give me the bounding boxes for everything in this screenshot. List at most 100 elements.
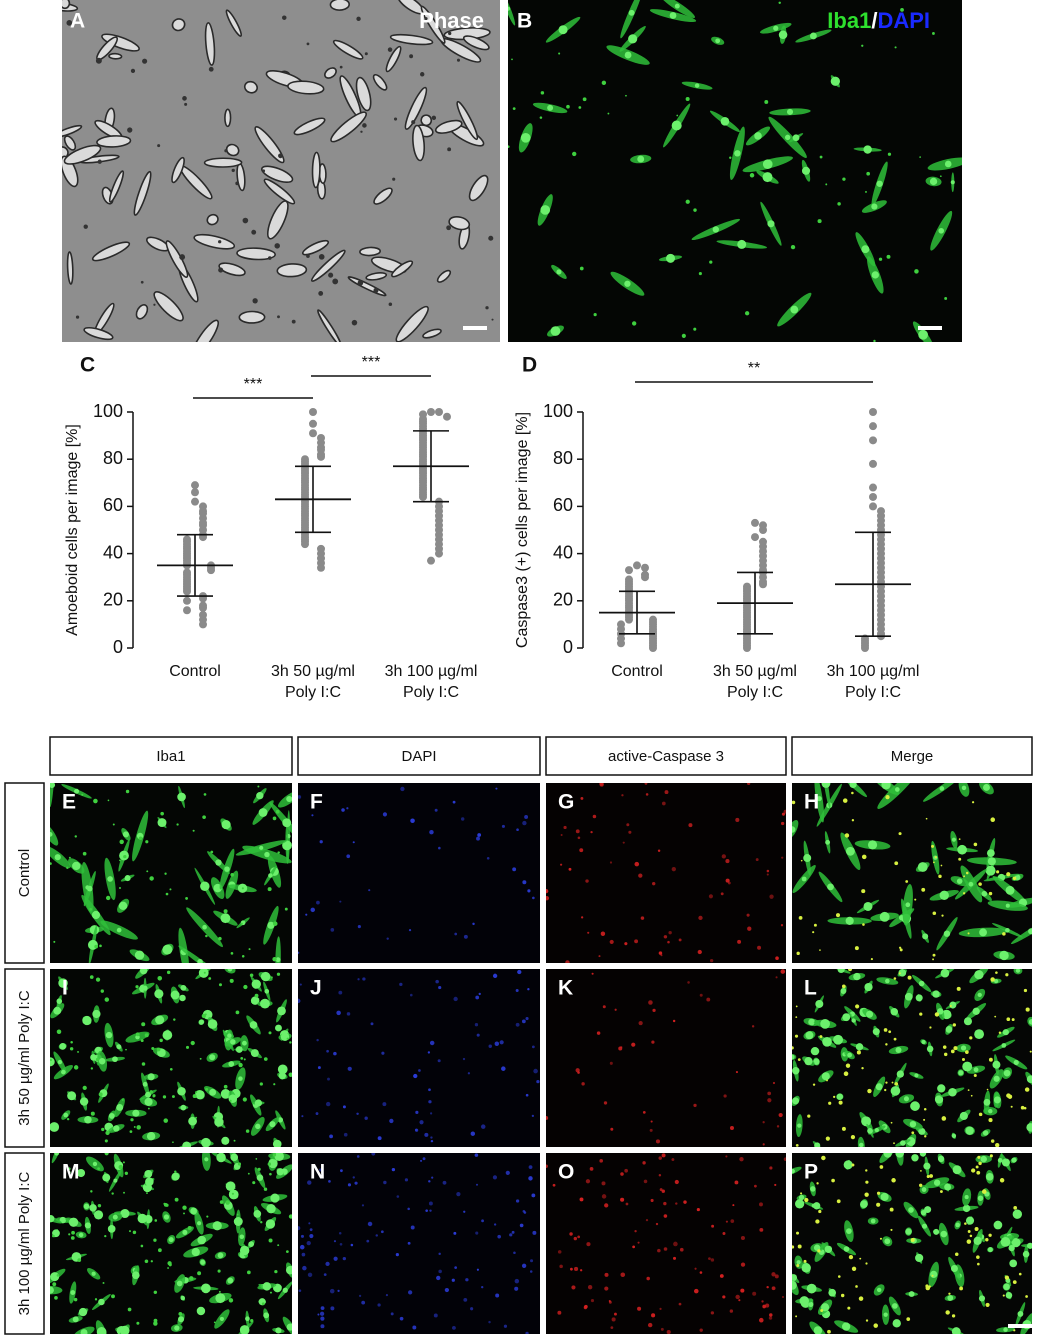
nucleus [381,1051,385,1055]
nucleus [438,985,442,990]
debris [820,1309,824,1312]
nucleus [642,1161,646,1165]
debris [158,1248,162,1253]
debris [53,940,56,943]
nucleus [415,1110,419,1114]
cell-body [217,1252,224,1259]
debris [512,107,516,111]
cell-body [98,1058,106,1065]
cell-body [846,1228,852,1234]
debris [851,791,854,795]
panel-letter: D [522,354,537,377]
debris [230,872,235,877]
debris [924,1135,927,1138]
cell-body [142,1081,148,1087]
debris [257,785,260,788]
label-part: / [871,8,877,33]
debris [135,1032,140,1037]
cell-body [105,1031,113,1039]
debris [201,1013,206,1019]
cell-body [1001,1043,1007,1048]
cell-body [786,108,794,115]
cell-body [950,1265,958,1272]
cell-body [939,890,949,900]
cell-body [258,808,268,817]
nucleus [522,880,527,885]
debris [122,1161,125,1164]
cell-body [63,1112,69,1118]
cell-body [815,999,824,1008]
cell-body [282,840,292,851]
cell-body [715,38,721,44]
cell [301,239,330,256]
debris [790,244,796,250]
debris [942,1045,947,1049]
cell-body [1011,1157,1017,1163]
nucleus [673,1241,678,1247]
cell-body [78,1307,88,1317]
micrograph [508,0,962,342]
nucleus [771,1272,776,1277]
nucleus [560,834,563,837]
debris [273,921,278,926]
nucleus [306,1241,311,1246]
cell-body [245,1316,250,1322]
debris [837,202,841,206]
cell-body [1000,1237,1011,1247]
nucleus [590,1299,595,1303]
nucleus [476,1268,479,1271]
cell-body [720,117,730,126]
cell [203,157,243,168]
debris [884,1088,887,1092]
cell-body [836,1093,844,1100]
cell-body [68,1217,79,1227]
nucleus [663,1247,668,1251]
nucleus [429,1040,435,1046]
nucleus [342,1105,346,1109]
debris [900,8,904,12]
cell-body [263,1312,270,1319]
debris [898,832,902,836]
debris [52,1282,57,1287]
nucleus [521,1019,526,1024]
cell-body [879,911,890,922]
cell-body [274,1153,284,1162]
debris [812,1083,816,1086]
debris [845,1063,851,1068]
data-point [191,497,199,506]
nucleus [579,848,584,853]
nucleus [729,1309,734,1313]
nucleus [575,829,580,834]
data-point [427,556,435,565]
debris [929,1174,934,1178]
nucleus [766,869,770,873]
nucleus [430,1139,434,1143]
cell-body [540,205,551,215]
y-tick-label: 80 [553,448,573,468]
debris [160,811,164,816]
nucleus [610,1326,614,1330]
nucleus [307,1180,312,1185]
debris [855,1004,860,1009]
cell-body [79,1097,89,1106]
cell-body [773,25,779,31]
cell-body [895,1153,905,1158]
debris [166,970,171,975]
nucleus [298,1289,302,1293]
nucleus [699,1328,703,1332]
nucleus [310,907,315,913]
cell-body [50,783,56,789]
y-tick-label: 0 [563,637,573,657]
debris [988,891,993,896]
nucleus [298,795,302,799]
nucleus [516,828,519,832]
nucleus [678,938,682,942]
cell-body [239,1245,250,1256]
nucleus [660,954,663,957]
cell [225,143,240,157]
cell-body [874,1127,879,1133]
nucleus [407,1290,413,1295]
column-header: Iba1 [156,748,185,765]
cell [62,124,83,138]
debris [185,897,188,900]
